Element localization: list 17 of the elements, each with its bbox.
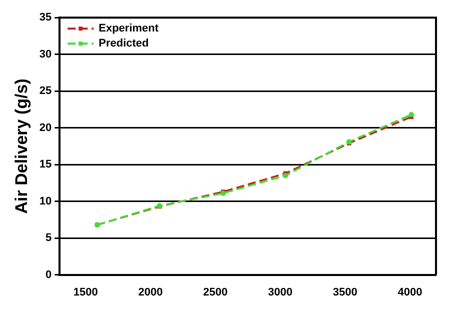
x-tick-label: 2500 — [203, 286, 228, 298]
y-tick-label: 0 — [46, 268, 52, 281]
y-tick-label: 30 — [39, 48, 52, 60]
legend-label: Experiment — [98, 22, 159, 35]
x-tick-label: 1500 — [73, 286, 98, 298]
y-tick-label: 5 — [46, 232, 52, 244]
x-tick-label: 4000 — [398, 286, 422, 298]
x-tick-label: 3500 — [332, 286, 358, 298]
x-tick-label: 3000 — [268, 286, 293, 298]
y-tick-label: 35 — [39, 12, 52, 24]
y-axis-title: Air Delivery (g/s) — [12, 78, 31, 214]
y-tick-label: 25 — [39, 85, 52, 98]
y-tick-label: 15 — [39, 158, 52, 171]
y-tick-label: 10 — [39, 195, 52, 208]
x-tick-label: 2000 — [138, 286, 163, 298]
y-tick-label: 20 — [39, 122, 52, 134]
legend-label: Predicted — [98, 38, 149, 50]
